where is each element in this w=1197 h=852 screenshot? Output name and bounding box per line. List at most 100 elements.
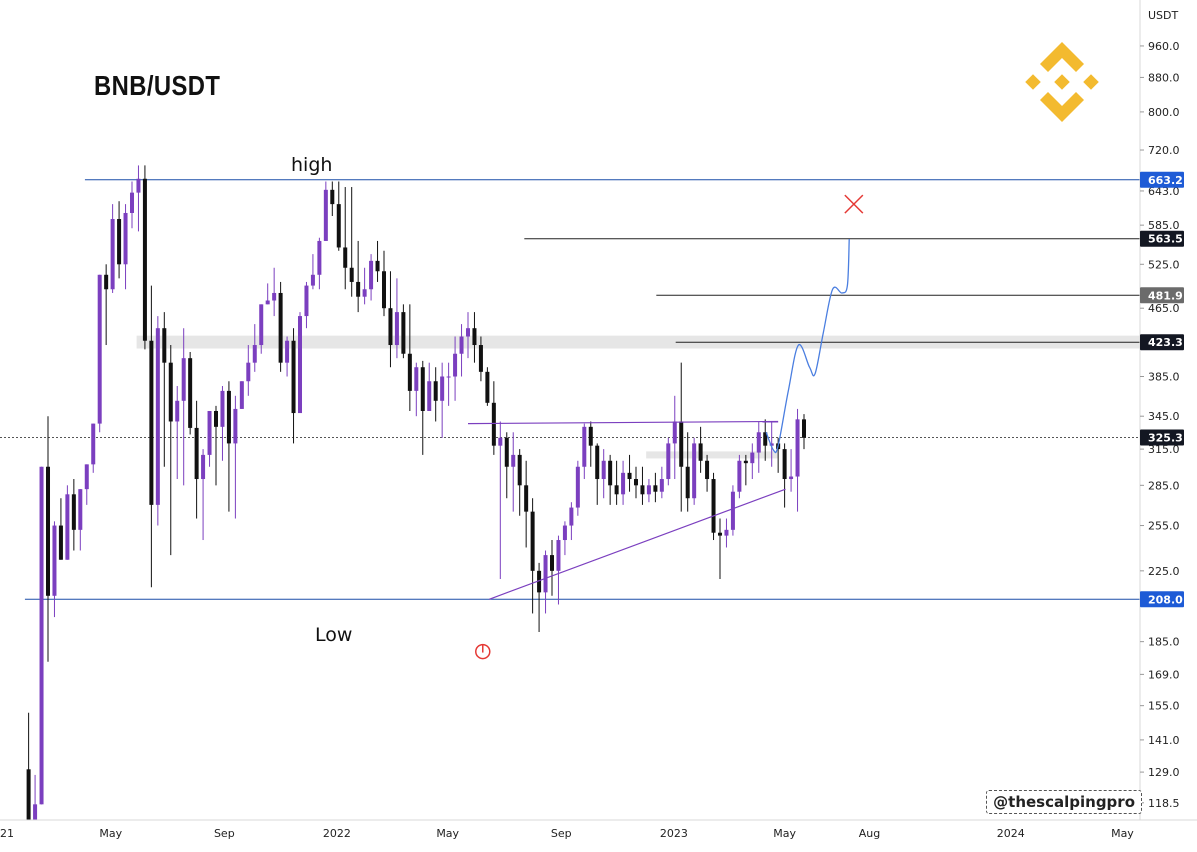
time-tick-label: Sep	[214, 827, 235, 840]
candle-bearish	[698, 443, 703, 461]
candle-bullish	[272, 292, 277, 301]
watermark-badge: @thescalpingpro	[986, 790, 1142, 814]
candle-bearish	[653, 485, 658, 492]
candle-bullish	[582, 426, 587, 467]
candle-bearish	[213, 410, 219, 427]
trendline	[489, 488, 786, 600]
candle-bearish	[478, 345, 483, 372]
candle-bearish	[472, 328, 477, 346]
time-tick-label: Sep	[551, 827, 572, 840]
price-tick-label: 169.0	[1148, 668, 1180, 681]
candle-bullish	[737, 460, 742, 492]
zone-band	[136, 335, 1141, 349]
candle-bearish	[388, 308, 393, 346]
candle-bearish	[782, 449, 787, 480]
candle-bullish	[110, 219, 115, 290]
price-tick-label: 118.5	[1148, 797, 1180, 810]
price-tick-label: 960.0	[1148, 40, 1180, 53]
candle-bearish	[26, 769, 31, 824]
candle-bullish	[575, 466, 580, 508]
candle-bearish	[627, 472, 632, 480]
price-label-box	[1140, 171, 1184, 188]
candle-bullish	[91, 423, 96, 465]
candle-bearish	[356, 281, 361, 297]
candle-bullish	[414, 367, 419, 391]
candle-bullish	[252, 345, 257, 363]
candle-bullish	[246, 362, 251, 382]
price-label-text: 208.0	[1148, 593, 1183, 606]
candle-bearish	[149, 340, 154, 505]
candle-bearish	[433, 381, 438, 401]
candle-bullish	[795, 419, 800, 477]
time-tick-label: May	[99, 827, 122, 840]
time-tick-label: 2024	[997, 827, 1025, 840]
candle-bullish	[465, 328, 471, 337]
candle-bearish	[763, 432, 768, 446]
candle-bullish	[52, 525, 57, 596]
time-tick-label: Aug	[859, 827, 880, 840]
candle-bullish	[621, 472, 626, 495]
candle-bullish	[601, 460, 606, 480]
low-annotation: Low	[315, 624, 353, 646]
candle-bearish	[588, 426, 593, 446]
candle-bearish	[375, 260, 380, 272]
candle-bearish	[381, 271, 387, 309]
candle-bearish	[142, 178, 147, 341]
candle-bearish	[608, 460, 613, 486]
price-label-box	[1140, 591, 1184, 608]
time-axis[interactable]: 2021 May Sep 2022 May Sep 2023 May Aug 2024 May	[0, 827, 1134, 840]
candle-bullish	[136, 178, 141, 193]
candle-bullish	[369, 260, 374, 290]
candle-bullish	[317, 240, 322, 275]
candle-bullish	[440, 376, 445, 401]
candle-bearish	[685, 466, 690, 499]
candle-bearish	[679, 421, 684, 467]
candle-bullish	[750, 452, 755, 464]
candle-bearish	[504, 437, 509, 467]
price-tick-label: 465.0	[1148, 302, 1180, 315]
price-axis[interactable]: 960.0 880.0 800.0 720.0 643.0 585.0 525.0 465.0…	[1140, 40, 1180, 810]
candle-bearish	[549, 555, 555, 571]
candle-bearish	[104, 274, 109, 290]
candle-bullish	[175, 400, 180, 422]
candle-bullish	[304, 285, 309, 317]
candle-bullish	[562, 525, 567, 541]
candles	[26, 165, 807, 847]
candle-bullish	[556, 540, 561, 571]
candle-bullish	[724, 529, 729, 536]
candle-bullish	[453, 353, 458, 377]
time-tick-label: 2023	[660, 827, 688, 840]
candle-bearish	[336, 204, 341, 248]
candle-bullish	[769, 443, 774, 446]
candle-bearish	[343, 247, 348, 268]
currency-label: USDT	[1148, 9, 1179, 22]
zone-band	[646, 451, 779, 459]
candle-bearish	[801, 419, 807, 438]
time-tick-label: May	[773, 827, 796, 840]
candle-bearish	[291, 340, 296, 414]
candle-bullish	[233, 408, 238, 444]
candle-bearish	[162, 328, 167, 363]
candle-bullish	[239, 381, 244, 409]
candle-bearish	[524, 485, 529, 512]
candle-bullish	[129, 192, 135, 213]
time-tick-label: May	[1111, 827, 1134, 840]
candle-bearish	[420, 367, 425, 411]
candle-bullish	[97, 274, 102, 424]
candle-bearish	[278, 292, 283, 363]
price-label-text: 481.9	[1148, 289, 1183, 302]
candle-bearish	[614, 485, 619, 495]
price-tick-label: 129.0	[1148, 766, 1180, 779]
candle-bullish	[362, 289, 367, 297]
price-label-box	[1140, 429, 1184, 446]
price-label-box	[1140, 334, 1184, 351]
price-tick-label: 255.0	[1148, 520, 1180, 533]
candle-bullish	[756, 432, 761, 453]
candle-bullish	[394, 312, 399, 346]
candle-bearish	[537, 570, 542, 593]
red-x-icon	[844, 194, 864, 214]
time-tick-label: May	[436, 827, 459, 840]
candle-bearish	[401, 312, 406, 354]
candle-bullish	[123, 212, 128, 265]
